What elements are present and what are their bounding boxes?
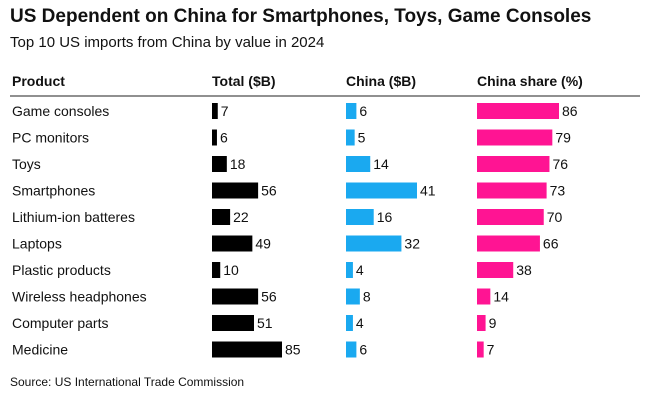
bar-total-b-game-consoles xyxy=(212,103,218,119)
bar-china-share-smartphones xyxy=(477,182,547,199)
value-label-china-b-computer-parts: 4 xyxy=(356,315,364,331)
chart-subtitle: Top 10 US imports from China by value in… xyxy=(10,34,325,51)
column-header-product: Product xyxy=(12,73,65,89)
value-label-china-share-lithium-ion-batteres: 70 xyxy=(547,209,563,225)
value-label-total-b-computer-parts: 51 xyxy=(257,315,273,331)
value-label-total-b-toys: 18 xyxy=(230,156,246,172)
value-label-china-b-laptops: 32 xyxy=(404,236,420,252)
value-label-china-b-wireless-headphones: 8 xyxy=(363,289,371,305)
bar-china-b-plastic-products xyxy=(346,262,353,278)
bar-china-share-game-consoles xyxy=(477,103,559,119)
value-label-china-b-plastic-products: 4 xyxy=(356,262,364,278)
bar-china-share-laptops xyxy=(477,235,540,252)
value-label-china-share-pc-monitors: 79 xyxy=(555,130,571,146)
bar-china-share-plastic-products xyxy=(477,262,514,278)
bar-china-share-lithium-ion-batteres xyxy=(477,209,544,225)
bar-total-b-smartphones xyxy=(212,182,259,199)
value-label-china-b-game-consoles: 6 xyxy=(359,103,367,119)
value-label-china-share-wireless-headphones: 14 xyxy=(493,289,509,305)
column-header-china-b: China ($B) xyxy=(346,73,416,89)
value-label-china-share-smartphones: 73 xyxy=(550,183,566,199)
row-label-toys: Toys xyxy=(12,156,41,172)
value-label-china-share-toys: 76 xyxy=(552,156,568,172)
bar-total-b-laptops xyxy=(212,235,253,252)
bar-total-b-plastic-products xyxy=(212,262,221,278)
value-label-china-b-smartphones: 41 xyxy=(420,183,436,199)
value-label-china-share-computer-parts: 9 xyxy=(489,315,497,331)
bar-china-share-toys xyxy=(477,156,550,172)
bar-total-b-toys xyxy=(212,156,227,172)
bar-china-b-pc-monitors xyxy=(346,129,355,146)
value-label-total-b-laptops: 49 xyxy=(255,236,271,252)
column-header-china-share: China share (%) xyxy=(477,73,583,89)
value-label-china-share-game-consoles: 86 xyxy=(562,103,578,119)
bar-china-b-game-consoles xyxy=(346,103,357,119)
bar-china-b-wireless-headphones xyxy=(346,288,360,305)
value-label-total-b-game-consoles: 7 xyxy=(221,103,229,119)
bar-china-b-laptops xyxy=(346,235,402,252)
row-label-laptops: Laptops xyxy=(12,236,62,252)
bar-total-b-wireless-headphones xyxy=(212,288,259,305)
value-label-china-share-laptops: 66 xyxy=(543,236,559,252)
bar-china-share-medicine xyxy=(477,341,484,358)
bar-china-share-computer-parts xyxy=(477,315,486,331)
row-label-pc-monitors: PC monitors xyxy=(12,130,89,146)
row-label-plastic-products: Plastic products xyxy=(12,262,111,278)
bar-china-b-toys xyxy=(346,156,371,172)
value-label-china-b-medicine: 6 xyxy=(359,342,367,358)
value-label-china-b-pc-monitors: 5 xyxy=(358,130,366,146)
value-label-china-b-toys: 14 xyxy=(373,156,389,172)
row-label-wireless-headphones: Wireless headphones xyxy=(12,289,147,305)
value-label-total-b-medicine: 85 xyxy=(285,342,301,358)
value-label-total-b-wireless-headphones: 56 xyxy=(261,289,277,305)
bar-china-b-smartphones xyxy=(346,182,417,199)
bar-total-b-lithium-ion-batteres xyxy=(212,209,231,225)
column-header-total-b: Total ($B) xyxy=(212,73,276,89)
bar-china-share-pc-monitors xyxy=(477,129,553,146)
row-label-computer-parts: Computer parts xyxy=(12,315,108,331)
value-label-total-b-plastic-products: 10 xyxy=(223,262,239,278)
value-label-china-share-plastic-products: 38 xyxy=(516,262,532,278)
row-label-smartphones: Smartphones xyxy=(12,183,95,199)
row-label-medicine: Medicine xyxy=(12,342,68,358)
bar-china-b-lithium-ion-batteres xyxy=(346,209,374,225)
bar-china-b-computer-parts xyxy=(346,315,353,331)
source-note: Source: US International Trade Commissio… xyxy=(10,375,245,389)
bar-china-share-wireless-headphones xyxy=(477,288,491,305)
value-label-china-b-lithium-ion-batteres: 16 xyxy=(377,209,393,225)
row-label-game-consoles: Game consoles xyxy=(12,103,109,119)
bar-total-b-pc-monitors xyxy=(212,129,217,146)
row-label-lithium-ion-batteres: Lithium-ion batteres xyxy=(12,209,135,225)
value-label-total-b-lithium-ion-batteres: 22 xyxy=(233,209,249,225)
chart: Product Total ($B) China ($B) China share (… xyxy=(10,73,640,358)
value-label-total-b-pc-monitors: 6 xyxy=(220,130,228,146)
value-label-total-b-smartphones: 56 xyxy=(261,183,277,199)
value-label-china-share-medicine: 7 xyxy=(487,342,495,358)
bar-total-b-computer-parts xyxy=(212,315,254,331)
chart-title: US Dependent on China for Smartphones, T… xyxy=(10,6,592,27)
bar-total-b-medicine xyxy=(212,341,282,358)
bar-china-b-medicine xyxy=(346,341,357,358)
